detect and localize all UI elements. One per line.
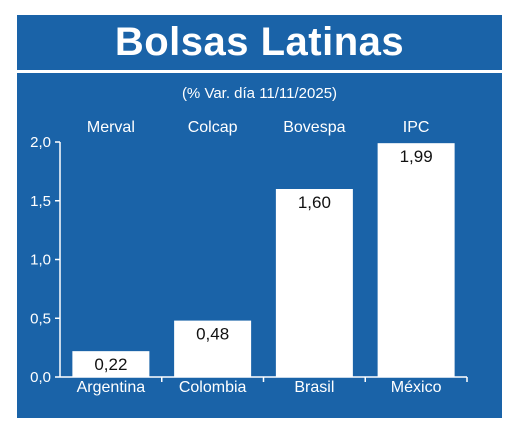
- chart-panel: Bolsas Latinas (% Var. día 11/11/2025) 0…: [17, 15, 502, 418]
- chart-title: Bolsas Latinas: [114, 20, 405, 64]
- index-name-label: Bovespa: [283, 119, 345, 136]
- bar: [377, 143, 455, 377]
- x-category-label: Argentina: [77, 379, 146, 396]
- chart-subtitle: (% Var. día 11/11/2025): [181, 85, 338, 102]
- bar: [275, 189, 353, 377]
- x-category-label: Colombia: [179, 379, 247, 396]
- y-tick-label: 2,0: [30, 134, 51, 151]
- index-name-label: Colcap: [188, 119, 238, 136]
- index-name-label: Merval: [87, 119, 135, 136]
- x-category-label: Brasil: [294, 379, 334, 396]
- bar-value-label: 0,22: [94, 355, 127, 374]
- bar-value-label: 1,60: [298, 193, 331, 212]
- y-tick-label: 0,0: [30, 369, 51, 386]
- index-name-label: IPC: [403, 119, 430, 136]
- title-bar: Bolsas Latinas: [17, 15, 502, 73]
- y-tick-label: 1,5: [30, 193, 51, 210]
- y-tick-label: 0,5: [30, 310, 51, 327]
- x-category-label: México: [391, 379, 442, 396]
- bar: [174, 320, 252, 377]
- bar-value-label: 0,48: [196, 325, 229, 344]
- bar: [72, 351, 150, 377]
- y-tick-label: 1,0: [30, 252, 51, 269]
- bar-chart: 0,0 0,5 1,0 1,5 2,0 0,22 Merval Argentina 0,48 Co…: [30, 119, 468, 396]
- bar-value-label: 1,99: [400, 147, 433, 166]
